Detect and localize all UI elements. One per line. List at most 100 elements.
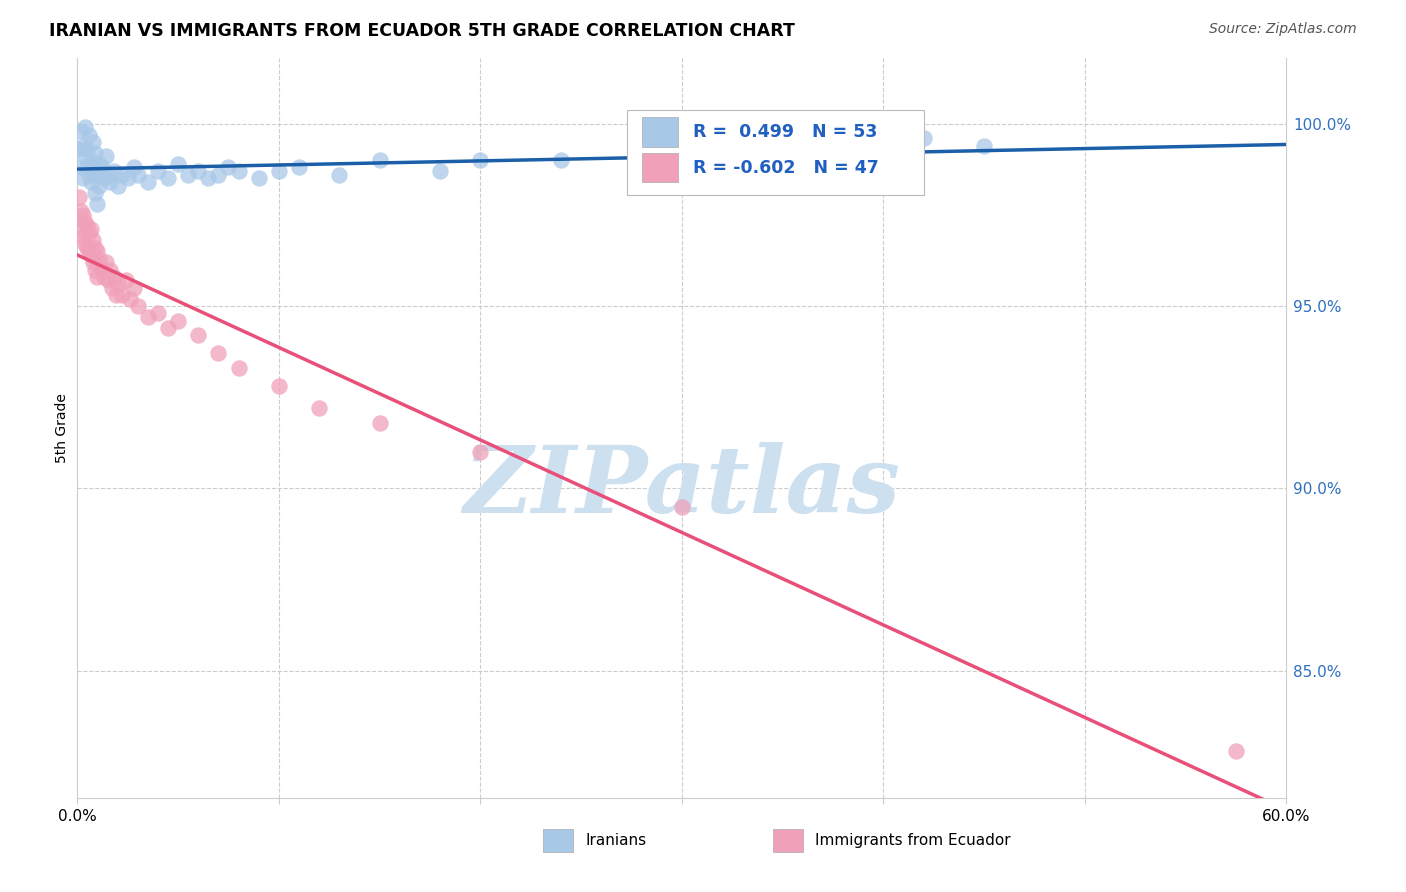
FancyBboxPatch shape — [627, 110, 924, 195]
Point — [75, 149, 97, 163]
Point — [104, 288, 127, 302]
Point — [89, 178, 111, 193]
Point — [86, 269, 108, 284]
Point — [630, 145, 652, 160]
Point — [82, 161, 104, 175]
Point — [79, 226, 101, 240]
Point — [267, 379, 290, 393]
Point — [67, 189, 90, 203]
Point — [470, 445, 492, 459]
Point — [117, 171, 139, 186]
Point — [114, 273, 136, 287]
Text: R =  0.499   N = 53: R = 0.499 N = 53 — [693, 123, 877, 141]
Point — [127, 299, 149, 313]
Text: IRANIAN VS IMMIGRANTS FROM ECUADOR 5TH GRADE CORRELATION CHART: IRANIAN VS IMMIGRANTS FROM ECUADOR 5TH G… — [49, 22, 794, 40]
Bar — [543, 830, 574, 852]
Point — [218, 161, 240, 175]
Point — [76, 241, 98, 255]
Point — [82, 135, 104, 149]
Point — [94, 255, 117, 269]
Point — [75, 120, 97, 135]
Point — [86, 197, 108, 211]
Point — [207, 346, 229, 360]
Point — [118, 292, 141, 306]
Point — [96, 168, 118, 182]
Point — [912, 131, 935, 145]
Point — [177, 168, 200, 182]
Point — [86, 244, 108, 259]
Y-axis label: 5th Grade: 5th Grade — [55, 393, 69, 463]
Point — [72, 208, 94, 222]
Point — [80, 153, 103, 167]
Point — [70, 222, 93, 236]
Point — [328, 168, 350, 182]
Point — [98, 262, 121, 277]
Point — [136, 175, 159, 189]
Point — [76, 142, 98, 156]
Point — [79, 128, 101, 142]
Point — [79, 168, 101, 182]
Point — [84, 241, 107, 255]
Point — [122, 161, 145, 175]
Point — [75, 215, 97, 229]
Point — [75, 237, 97, 252]
Point — [127, 168, 149, 182]
Point — [111, 168, 134, 182]
Point — [84, 145, 107, 160]
Point — [89, 252, 111, 266]
Point — [96, 273, 118, 287]
Point — [103, 269, 125, 284]
Point — [93, 171, 115, 186]
Point — [93, 269, 115, 284]
Point — [86, 168, 108, 182]
Point — [308, 401, 330, 416]
Point — [82, 233, 104, 247]
Bar — [643, 117, 678, 147]
Point — [167, 313, 190, 327]
Point — [72, 138, 94, 153]
Point — [72, 229, 94, 244]
Point — [94, 149, 117, 163]
Point — [973, 138, 995, 153]
Point — [247, 171, 270, 186]
Point — [550, 153, 572, 167]
Text: Iranians: Iranians — [585, 833, 647, 848]
Point — [76, 161, 98, 175]
Point — [368, 416, 391, 430]
Point — [84, 186, 107, 200]
Point — [70, 204, 93, 219]
Point — [103, 164, 125, 178]
Point — [146, 306, 169, 320]
Point — [288, 161, 311, 175]
Point — [167, 157, 190, 171]
Point — [429, 164, 451, 178]
Point — [157, 171, 180, 186]
Point — [1225, 744, 1247, 758]
Point — [267, 164, 290, 178]
Point — [197, 171, 219, 186]
Point — [80, 248, 103, 262]
Point — [187, 328, 209, 343]
Point — [76, 219, 98, 233]
Point — [67, 142, 90, 156]
Point — [79, 244, 101, 259]
Point — [90, 262, 112, 277]
Point — [157, 321, 180, 335]
Point — [111, 288, 134, 302]
Point — [80, 175, 103, 189]
Text: Immigrants from Ecuador: Immigrants from Ecuador — [815, 833, 1011, 848]
Point — [122, 281, 145, 295]
Text: Source: ZipAtlas.com: Source: ZipAtlas.com — [1209, 22, 1357, 37]
Text: R = -0.602   N = 47: R = -0.602 N = 47 — [693, 159, 879, 177]
Point — [136, 310, 159, 324]
Bar — [643, 153, 678, 182]
Point — [470, 153, 492, 167]
Point — [228, 361, 250, 376]
Point — [70, 161, 93, 175]
Text: ZIPatlas: ZIPatlas — [464, 442, 900, 533]
Point — [98, 175, 121, 189]
Point — [84, 262, 107, 277]
Point — [368, 153, 391, 167]
Point — [80, 222, 103, 236]
Point — [207, 168, 229, 182]
